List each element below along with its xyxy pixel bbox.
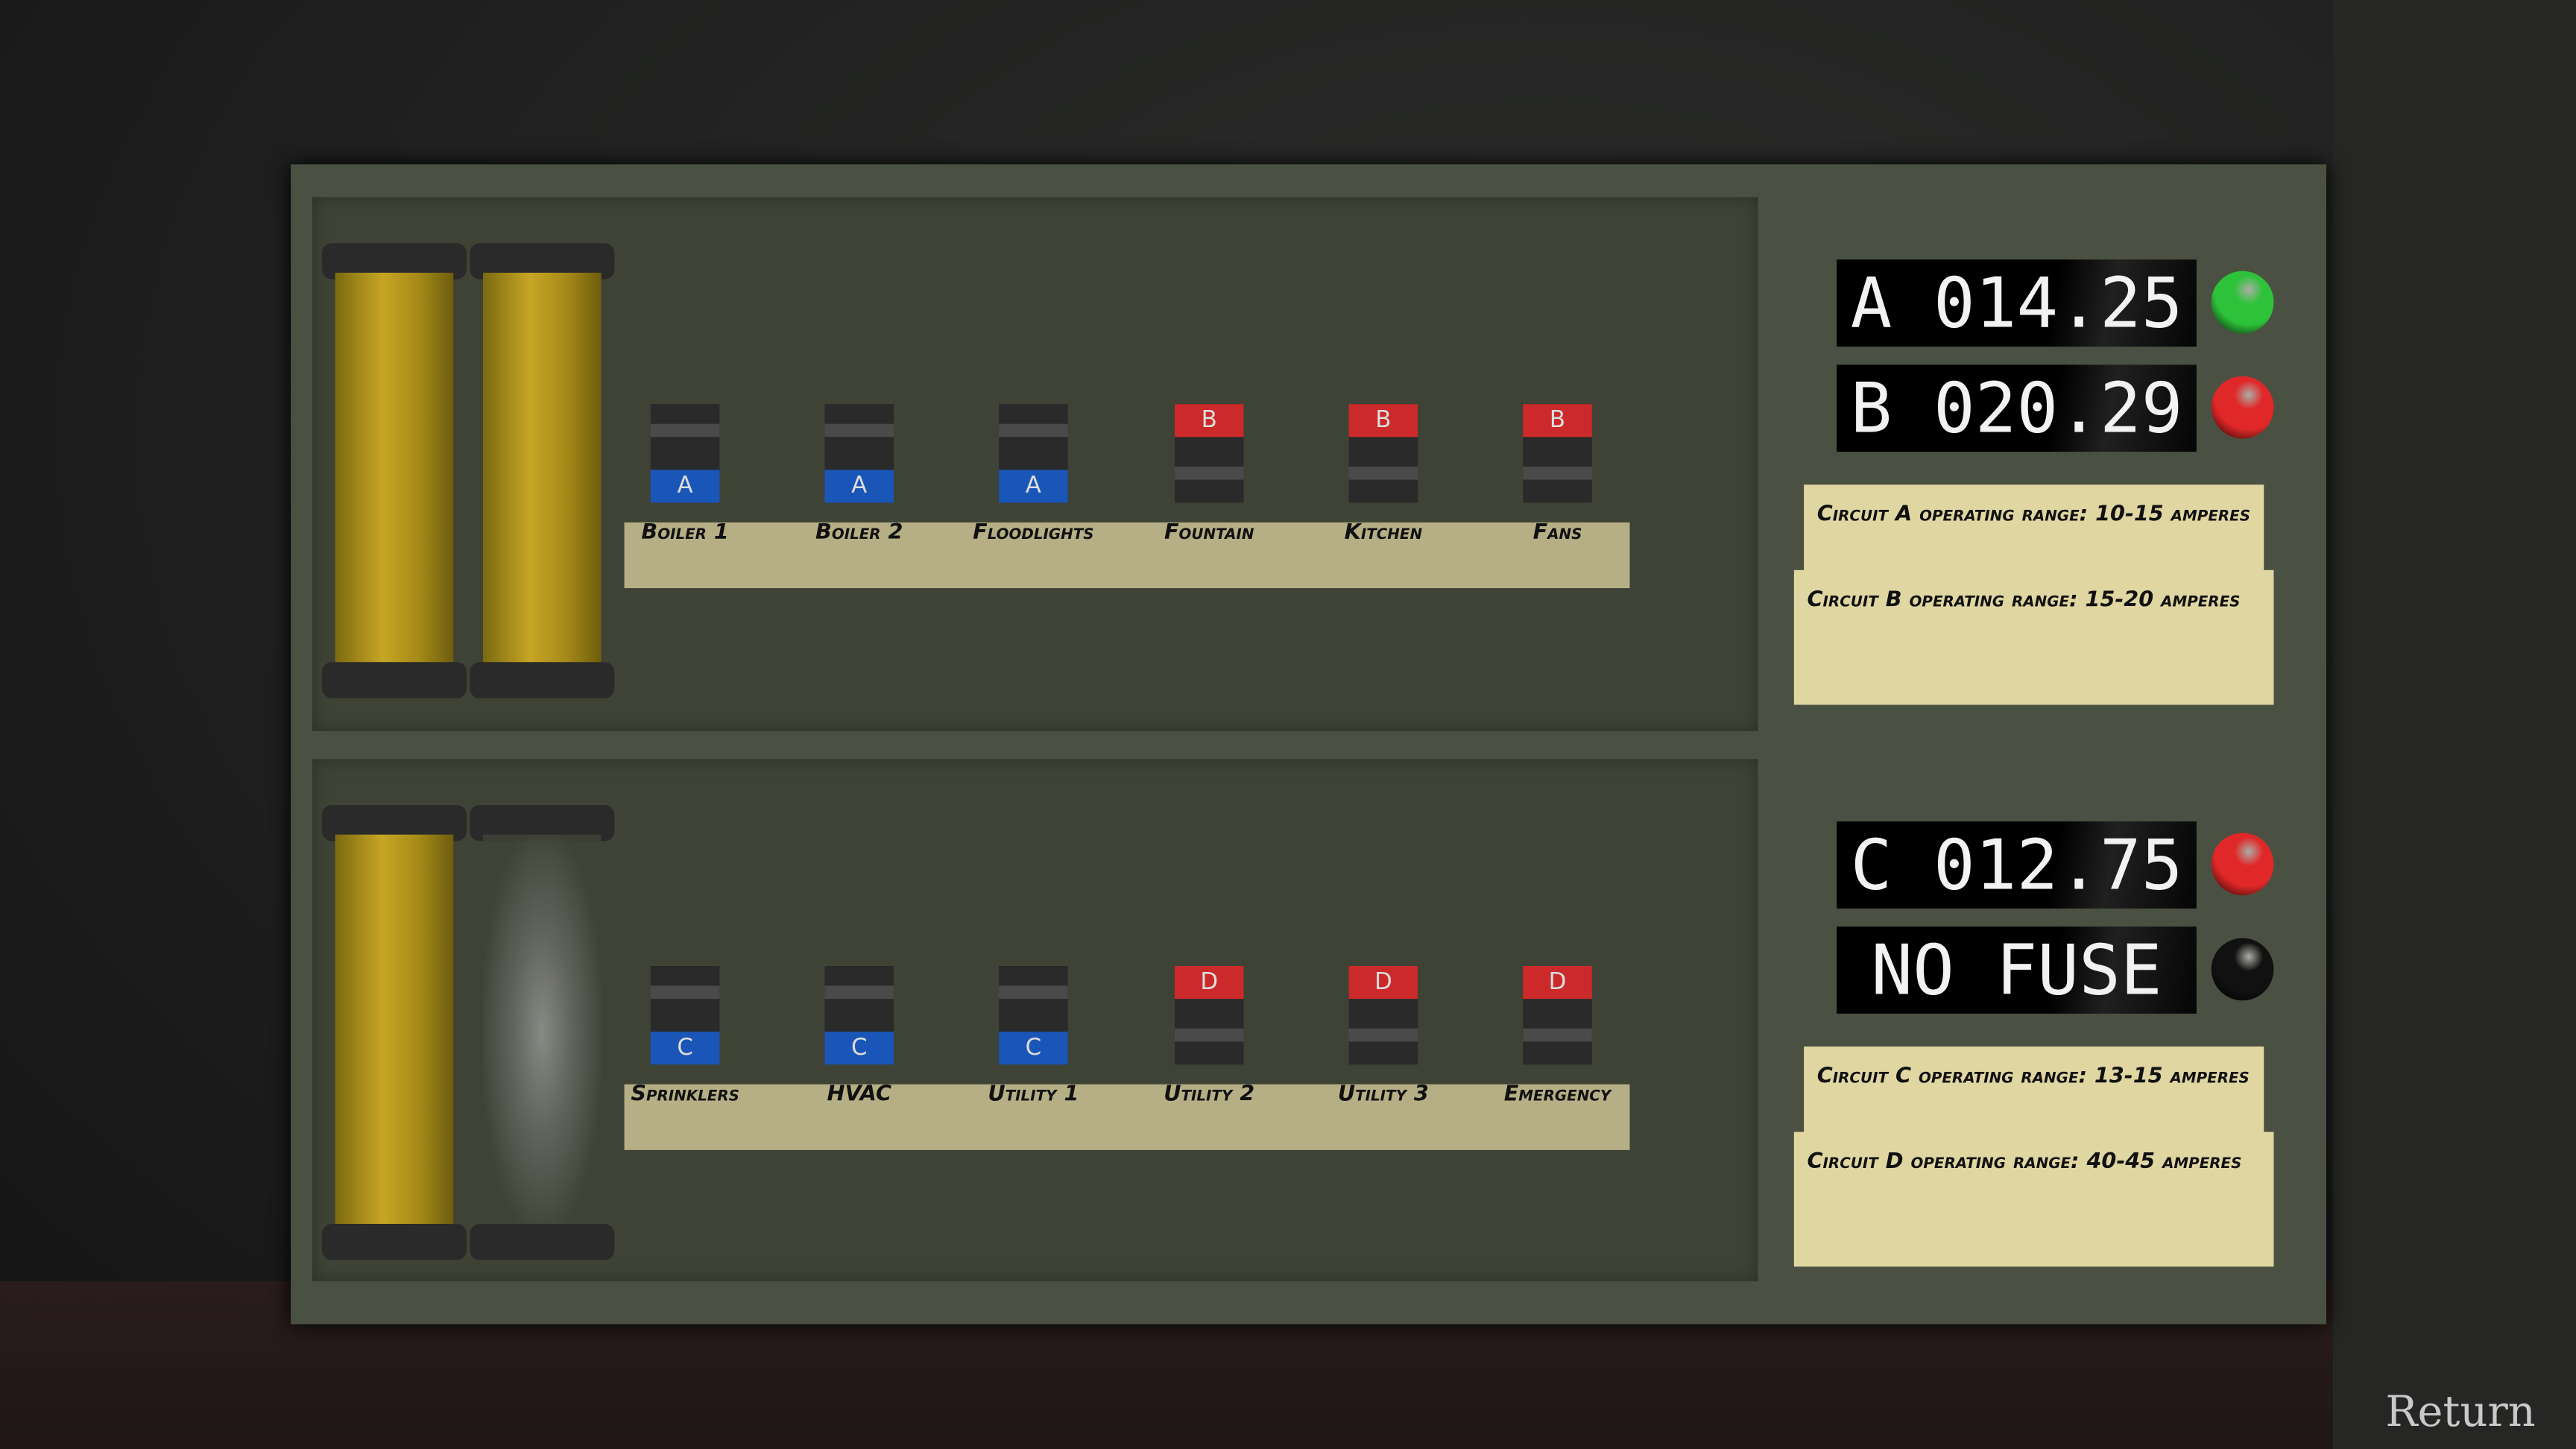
switch-label: Kitchen xyxy=(1344,520,1423,546)
circuit-tag: B xyxy=(1523,404,1592,438)
switch-label: Fountain xyxy=(1164,520,1254,546)
breaker-switch-fans[interactable]: B xyxy=(1523,404,1592,503)
switch-label: Floodlights xyxy=(973,520,1094,546)
breaker-switch-hvac[interactable]: C xyxy=(824,966,894,1065)
ammeter-display: NO FUSE xyxy=(1837,926,2197,1014)
circuit-tag: B xyxy=(1174,404,1244,438)
switch-label: HVAC xyxy=(827,1082,892,1108)
switch-label: Utility 2 xyxy=(1164,1082,1255,1108)
breaker-switch-emergency[interactable]: D xyxy=(1523,966,1592,1065)
circuit-tag: D xyxy=(1523,966,1592,1000)
range-note: Circuit D operating range: 40-45 amperes xyxy=(1793,1131,2274,1267)
status-light xyxy=(2211,271,2274,334)
blown-fuse-slot[interactable] xyxy=(470,805,615,1260)
circuit-tag: D xyxy=(1174,966,1244,1000)
switch-label: Emergency xyxy=(1503,1082,1611,1108)
circuit-tag: C xyxy=(824,1032,894,1065)
switch-label: Utility 1 xyxy=(988,1082,1079,1108)
return-button[interactable]: Return xyxy=(2385,1388,2536,1438)
status-light xyxy=(2211,376,2274,439)
label-tape xyxy=(624,1084,1630,1150)
circuit-tag: A xyxy=(650,470,720,503)
breaker-switch-boiler-2[interactable]: A xyxy=(824,404,894,503)
ammeter-display: B 020.29 xyxy=(1837,364,2197,452)
switch-label: Sprinklers xyxy=(631,1082,739,1108)
status-light xyxy=(2211,833,2274,896)
switch-label: Boiler 1 xyxy=(641,520,729,546)
circuit-tag: C xyxy=(650,1032,720,1065)
ammeter-display: A 014.25 xyxy=(1837,259,2197,347)
breaker-switch-utility-1[interactable]: C xyxy=(999,966,1068,1065)
shelf-wall xyxy=(2332,0,2576,1449)
circuit-tag: A xyxy=(824,470,894,503)
circuit-tag: B xyxy=(1348,404,1418,438)
circuit-tag: D xyxy=(1348,966,1418,1000)
breaker-switch-fountain[interactable]: B xyxy=(1174,404,1244,503)
ammeter-display: C 012.75 xyxy=(1837,821,2197,909)
breaker-switch-sprinklers[interactable]: C xyxy=(650,966,720,1065)
breaker-switch-utility-2[interactable]: D xyxy=(1174,966,1244,1065)
breaker-switch-boiler-1[interactable]: A xyxy=(650,404,720,503)
switch-label: Utility 3 xyxy=(1337,1082,1429,1108)
breaker-switch-utility-3[interactable]: D xyxy=(1348,966,1418,1065)
breaker-switch-kitchen[interactable]: B xyxy=(1348,404,1418,503)
fuse[interactable] xyxy=(322,243,467,698)
status-light xyxy=(2211,938,2274,1001)
label-tape xyxy=(624,522,1630,589)
breaker-switch-floodlights[interactable]: A xyxy=(999,404,1068,503)
range-note: Circuit A operating range: 10-15 amperes xyxy=(1804,484,2264,577)
circuit-tag: A xyxy=(999,470,1068,503)
range-note: Circuit B operating range: 15-20 amperes xyxy=(1793,569,2274,705)
switch-label: Fans xyxy=(1532,520,1582,546)
switch-label: Boiler 2 xyxy=(815,520,903,546)
fuse[interactable] xyxy=(322,805,467,1260)
circuit-tag: C xyxy=(999,1032,1068,1065)
fuse[interactable] xyxy=(470,243,615,698)
range-note: Circuit C operating range: 13-15 amperes xyxy=(1804,1046,2264,1139)
